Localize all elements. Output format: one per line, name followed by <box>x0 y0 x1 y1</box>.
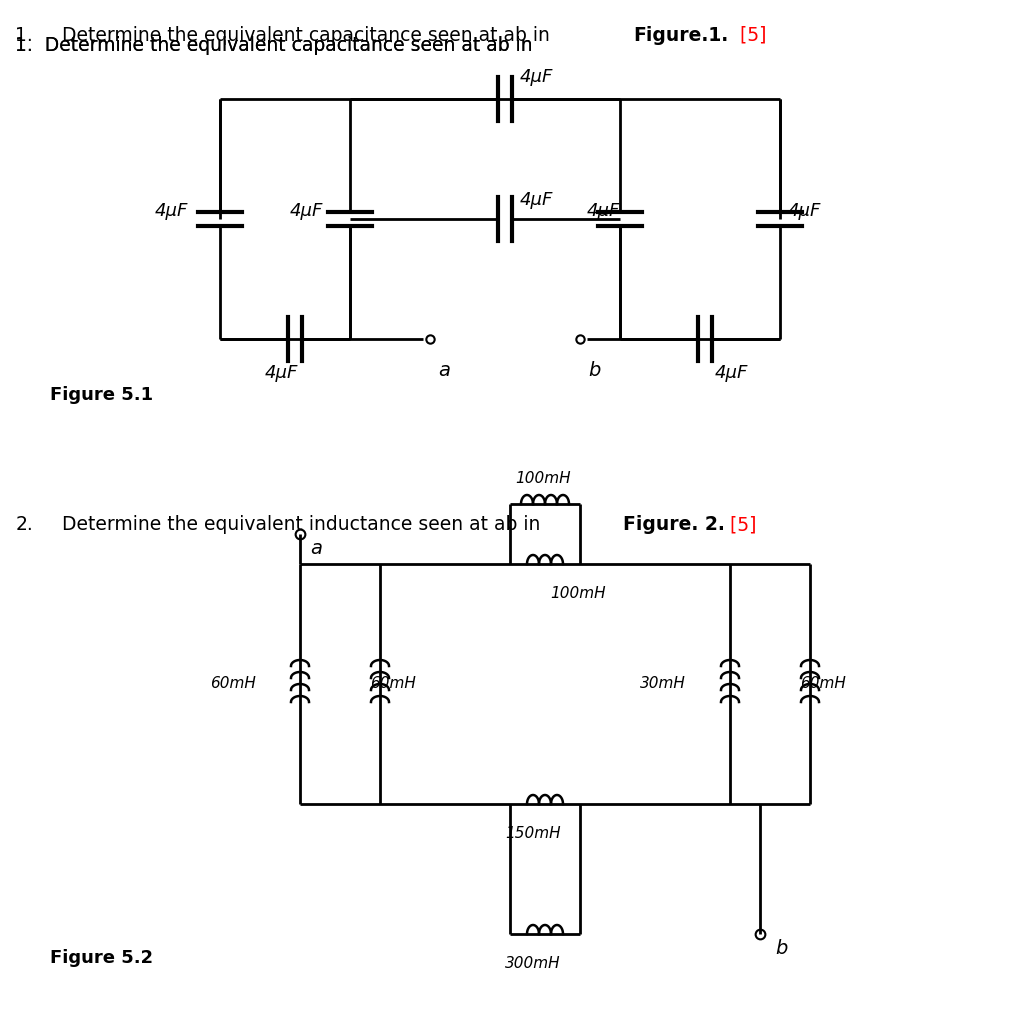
Text: 100mH: 100mH <box>515 471 571 486</box>
Text: a: a <box>310 539 322 558</box>
Text: [5]: [5] <box>734 26 767 45</box>
Text: 60mH: 60mH <box>210 677 256 691</box>
Text: 60mH: 60mH <box>800 677 846 691</box>
Text: b: b <box>775 939 788 958</box>
Text: Figure.1.: Figure.1. <box>633 26 728 45</box>
Text: 1.  Determine the equivalent capacitance seen at ab in: 1. Determine the equivalent capacitance … <box>15 36 538 55</box>
Text: 4μF: 4μF <box>155 202 189 220</box>
Text: [5]: [5] <box>724 515 756 535</box>
Text: Determine the equivalent inductance seen at ab in: Determine the equivalent inductance seen… <box>50 515 546 535</box>
Text: 30mH: 30mH <box>640 677 686 691</box>
Text: b: b <box>588 361 600 380</box>
Text: 1.  Determine the equivalent capacitance seen at ab in: 1. Determine the equivalent capacitance … <box>15 36 538 55</box>
Text: 150mH: 150mH <box>505 826 561 841</box>
Text: 4μF: 4μF <box>520 191 553 209</box>
Text: Determine the equivalent capacitance seen at ab in: Determine the equivalent capacitance see… <box>50 26 557 45</box>
Text: 4μF: 4μF <box>520 68 553 86</box>
Text: 4μF: 4μF <box>265 364 298 382</box>
Text: Figure. 2.: Figure. 2. <box>623 515 725 535</box>
Text: 4μF: 4μF <box>788 202 821 220</box>
Text: 4μF: 4μF <box>587 202 620 220</box>
Text: a: a <box>438 361 450 380</box>
Text: 60mH: 60mH <box>370 677 416 691</box>
Text: 100mH: 100mH <box>550 586 606 601</box>
Text: Figure 5.1: Figure 5.1 <box>50 386 154 404</box>
Text: 1.: 1. <box>15 26 33 45</box>
Text: 300mH: 300mH <box>505 956 561 971</box>
Text: 4μF: 4μF <box>715 364 748 382</box>
Text: 2.: 2. <box>15 515 33 535</box>
Text: 4μF: 4μF <box>290 202 323 220</box>
Text: Figure 5.2: Figure 5.2 <box>50 949 154 967</box>
